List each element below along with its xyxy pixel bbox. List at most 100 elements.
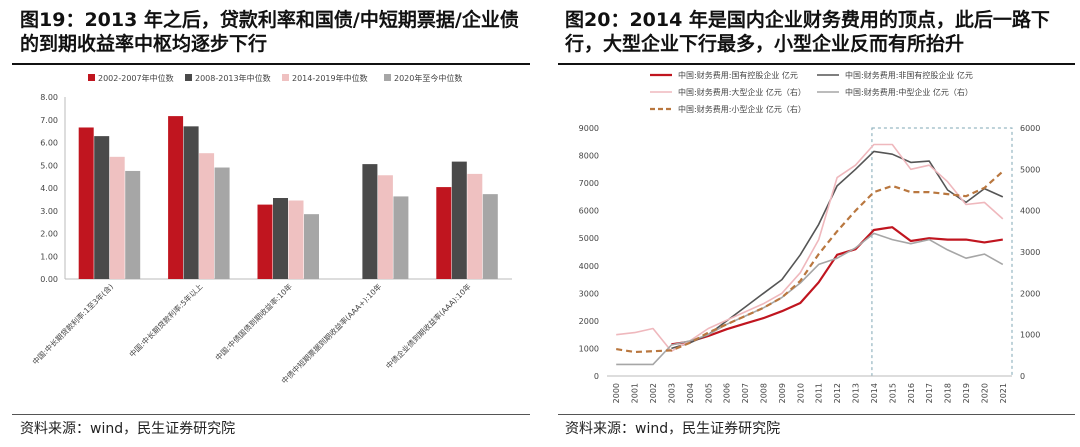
legend-swatch <box>185 74 192 81</box>
x-tick-label: 2013 <box>852 383 861 403</box>
bar <box>199 153 215 279</box>
bar <box>214 167 230 279</box>
y-right-tick-label: 3000 <box>1020 248 1040 257</box>
x-tick-label: 中国:中长期贷款利率:1至3年(含) <box>30 281 115 366</box>
y-right-tick-label: 1000 <box>1020 331 1040 340</box>
legend-label: 2002-2007年中位数 <box>98 73 174 83</box>
y-left-tick-label: 7000 <box>579 179 599 188</box>
bar <box>436 187 452 279</box>
legend-label: 2008-2013年中位数 <box>195 73 271 83</box>
x-tick-label: 2002 <box>649 383 658 403</box>
highlight-region <box>871 127 1013 377</box>
x-tick-label: 2009 <box>778 383 787 403</box>
y-tick-label: 0.00 <box>40 275 58 284</box>
y-left-tick-label: 6000 <box>579 207 599 216</box>
y-tick-label: 5.00 <box>40 161 58 170</box>
x-tick-label: 中国:中长期贷款利率:5年以上 <box>127 281 205 359</box>
y-tick-label: 4.00 <box>40 184 58 193</box>
y-tick-label: 7.00 <box>40 116 58 125</box>
legend-swatch <box>384 74 391 81</box>
y-tick-label: 3.00 <box>40 207 58 216</box>
source-note: 资料来源：wind，民生证券研究院 <box>20 421 236 437</box>
y-tick-label: 1.00 <box>40 252 58 261</box>
bar <box>257 204 273 279</box>
y-right-tick-label: 5000 <box>1020 165 1040 174</box>
legend-label: 中国:财务费用:小型企业 亿元（右） <box>678 104 806 114</box>
bar <box>183 126 199 279</box>
x-tick-label: 2003 <box>667 383 676 403</box>
legend-swatch <box>282 74 289 81</box>
x-tick-label: 2010 <box>796 383 805 403</box>
legend-label: 中国:财务费用:大型企业 亿元（右） <box>678 87 806 97</box>
bar <box>393 196 409 279</box>
y-left-tick-label: 3000 <box>579 289 599 298</box>
x-tick-label: 2017 <box>925 383 934 403</box>
x-tick-label: 2008 <box>759 383 768 403</box>
y-right-tick-label: 4000 <box>1020 207 1040 216</box>
x-tick-label: 中国:中债国债到期收益率:10年 <box>213 281 294 362</box>
series-line <box>616 170 1004 354</box>
legend-label: 2020年至今中位数 <box>394 73 462 83</box>
bar <box>288 200 304 279</box>
legend-label: 中国:财务费用:国有控股企业 亿元 <box>678 70 798 80</box>
right-figure: 图20：2014 年是国内企业财务费用的顶点，此后一路下行，大型企业下行最多，小… <box>555 0 1080 447</box>
source-divider <box>558 414 1075 415</box>
bar <box>362 164 378 279</box>
x-tick-label: 2006 <box>723 383 732 403</box>
x-tick-label: 2005 <box>704 383 713 403</box>
bar <box>304 214 319 279</box>
x-tick-label: 中债企业债到期收益率(AAA):10年 <box>383 281 473 371</box>
y-right-tick-label: 2000 <box>1020 289 1040 298</box>
line-chart: 中国:财务费用:国有控股企业 亿元 中国:财务费用:非国有控股企业 亿元中国:财务… <box>579 70 1041 403</box>
x-tick-label: 2018 <box>944 383 953 403</box>
series-line <box>671 150 1004 350</box>
y-left-tick-label: 4000 <box>579 262 599 271</box>
source-divider <box>12 414 530 415</box>
x-tick-label: 中债中短期票据到期收益率(AAA+):10年 <box>279 281 384 386</box>
y-right-tick-label: 6000 <box>1020 124 1040 133</box>
x-tick-label: 2020 <box>980 383 989 403</box>
title-divider <box>558 63 1075 65</box>
legend-swatch <box>88 74 95 81</box>
x-tick-label: 2021 <box>999 383 1008 403</box>
y-left-tick-label: 0 <box>594 372 599 381</box>
x-tick-label: 2012 <box>833 383 842 403</box>
y-tick-label: 2.00 <box>40 230 58 239</box>
legend-label: 2014-2019年中位数 <box>292 73 368 83</box>
y-tick-label: 8.00 <box>40 93 58 102</box>
bar <box>125 170 141 279</box>
y-left-tick-label: 8000 <box>579 152 599 161</box>
x-tick-label: 2015 <box>888 383 897 403</box>
bar <box>467 173 483 279</box>
y-left-tick-label: 9000 <box>579 124 599 133</box>
left-figure: 图19：2013 年之后，贷款利率和国债/中短期票据/企业债的到期收益率中枢均逐… <box>12 9 530 437</box>
x-tick-label: 2004 <box>686 383 695 403</box>
bar <box>451 161 467 279</box>
bar <box>482 194 498 279</box>
y-tick-label: 6.00 <box>40 139 58 148</box>
bar <box>273 198 288 279</box>
bar <box>78 127 94 279</box>
bar <box>94 136 110 279</box>
x-tick-label: 2014 <box>870 383 879 403</box>
source-note: 资料来源：wind，民生证券研究院 <box>565 421 781 437</box>
x-tick-label: 2000 <box>612 383 621 403</box>
y-left-tick-label: 1000 <box>579 344 599 353</box>
y-left-tick-label: 2000 <box>579 317 599 326</box>
bar <box>168 116 184 279</box>
y-left-tick-label: 5000 <box>579 234 599 243</box>
series-line <box>616 232 1004 366</box>
x-tick-label: 2019 <box>962 383 971 403</box>
series-line <box>671 226 1003 346</box>
title-divider <box>12 63 530 65</box>
bar <box>377 175 393 279</box>
y-right-tick-label: 0 <box>1020 372 1025 381</box>
bar-chart: 2002-2007年中位数 2008-2013年中位数 2014-2019年中位数 2… <box>30 73 512 386</box>
legend-label: 中国:财务费用:中型企业 亿元（右） <box>845 87 973 97</box>
figure-title: 图20：2014 年是国内企业财务费用的顶点，此后一路下行，大型企业下行最多，小… <box>565 9 1050 55</box>
legend-label: 中国:财务费用:非国有控股企业 亿元 <box>845 70 973 80</box>
x-tick-label: 2016 <box>907 383 916 403</box>
figure-title: 图19：2013 年之后，贷款利率和国债/中短期票据/企业债的到期收益率中枢均逐… <box>20 9 519 55</box>
bar <box>109 156 125 279</box>
x-tick-label: 2001 <box>631 383 640 403</box>
